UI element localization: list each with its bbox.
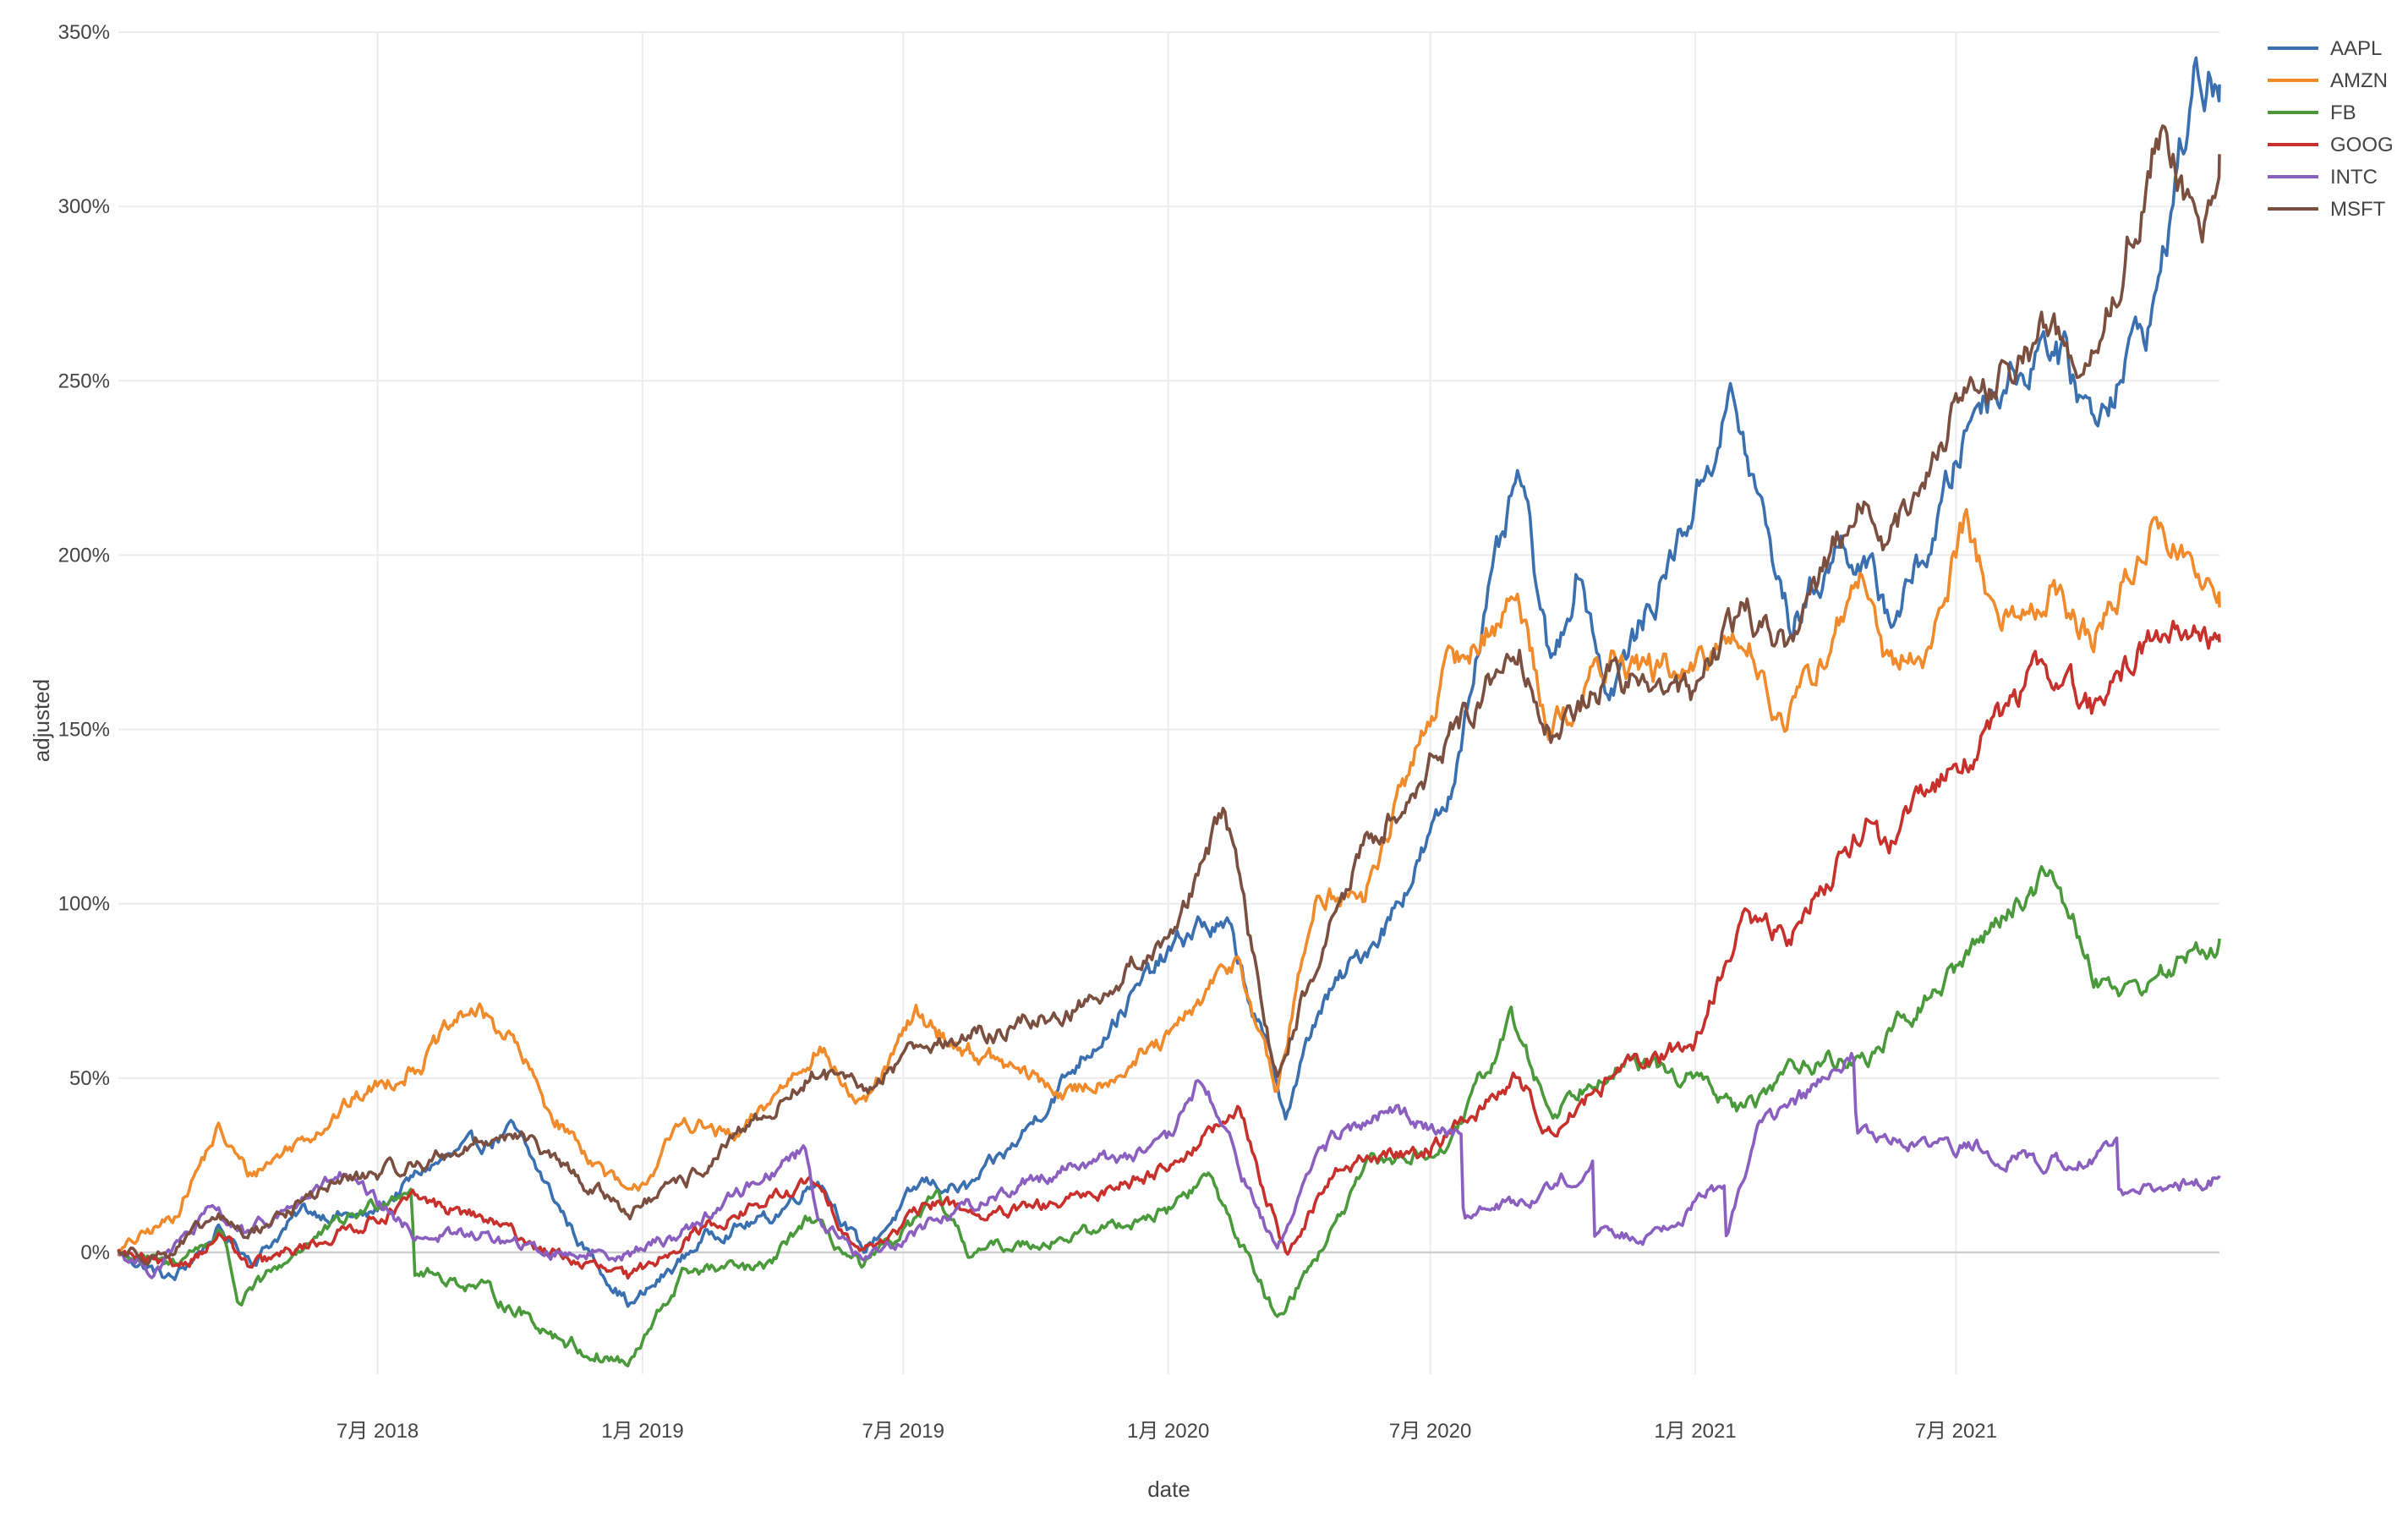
legend-item-amzn[interactable]: AMZN — [2268, 69, 2388, 92]
x-tick-label: 1月 2021 — [1654, 1420, 1736, 1443]
y-tick-label: 250% — [58, 370, 110, 392]
y-axis-ticks: 0% 50% 100% 150% 200% 250% 300% 350% — [58, 21, 110, 1264]
series-lines — [117, 56, 2221, 1367]
y-tick-label: 350% — [58, 21, 110, 44]
legend-label: FB — [2330, 101, 2356, 124]
grid — [118, 31, 2219, 1374]
legend-label: MSFT — [2330, 198, 2386, 221]
y-tick-label: 150% — [58, 719, 110, 742]
y-tick-label: 0% — [80, 1241, 110, 1264]
legend-label: INTC — [2330, 166, 2378, 189]
legend-label: AAPL — [2330, 37, 2382, 60]
legend-label: AMZN — [2330, 69, 2388, 92]
x-tick-label: 7月 2021 — [1915, 1420, 1997, 1443]
series-line-goog — [117, 619, 2221, 1280]
x-tick-label: 7月 2019 — [862, 1420, 944, 1443]
series-line-intc — [118, 1051, 2221, 1279]
series-line-aapl — [117, 56, 2221, 1308]
legend-label: GOOG — [2330, 134, 2394, 156]
series-line-msft — [117, 124, 2221, 1266]
x-tick-label: 7月 2020 — [1389, 1420, 1471, 1443]
y-tick-label: 100% — [58, 893, 110, 916]
legend-item-intc[interactable]: INTC — [2268, 166, 2378, 189]
x-tick-label: 1月 2020 — [1127, 1420, 1209, 1443]
series-line-fb — [118, 865, 2221, 1367]
series-line-amzn — [117, 507, 2221, 1257]
legend-item-fb[interactable]: FB — [2268, 101, 2356, 124]
legend-item-goog[interactable]: GOOG — [2268, 134, 2394, 156]
y-tick-label: 300% — [58, 195, 110, 218]
y-axis-title: adjusted — [29, 679, 54, 762]
x-tick-label: 7月 2018 — [337, 1420, 419, 1443]
legend-item-aapl[interactable]: AAPL — [2268, 37, 2382, 60]
x-axis-ticks: 7月 2018 1月 2019 7月 2019 1月 2020 7月 2020 1月 20… — [337, 1420, 1997, 1443]
y-tick-label: 200% — [58, 544, 110, 567]
legend-item-msft[interactable]: MSFT — [2268, 198, 2386, 221]
x-tick-label: 1月 2019 — [601, 1420, 683, 1443]
x-axis-title: date — [1147, 1476, 1190, 1502]
y-tick-label: 50% — [69, 1067, 110, 1090]
legend: AAPL AMZN FB GOOG INTC MSFT — [2268, 37, 2394, 221]
